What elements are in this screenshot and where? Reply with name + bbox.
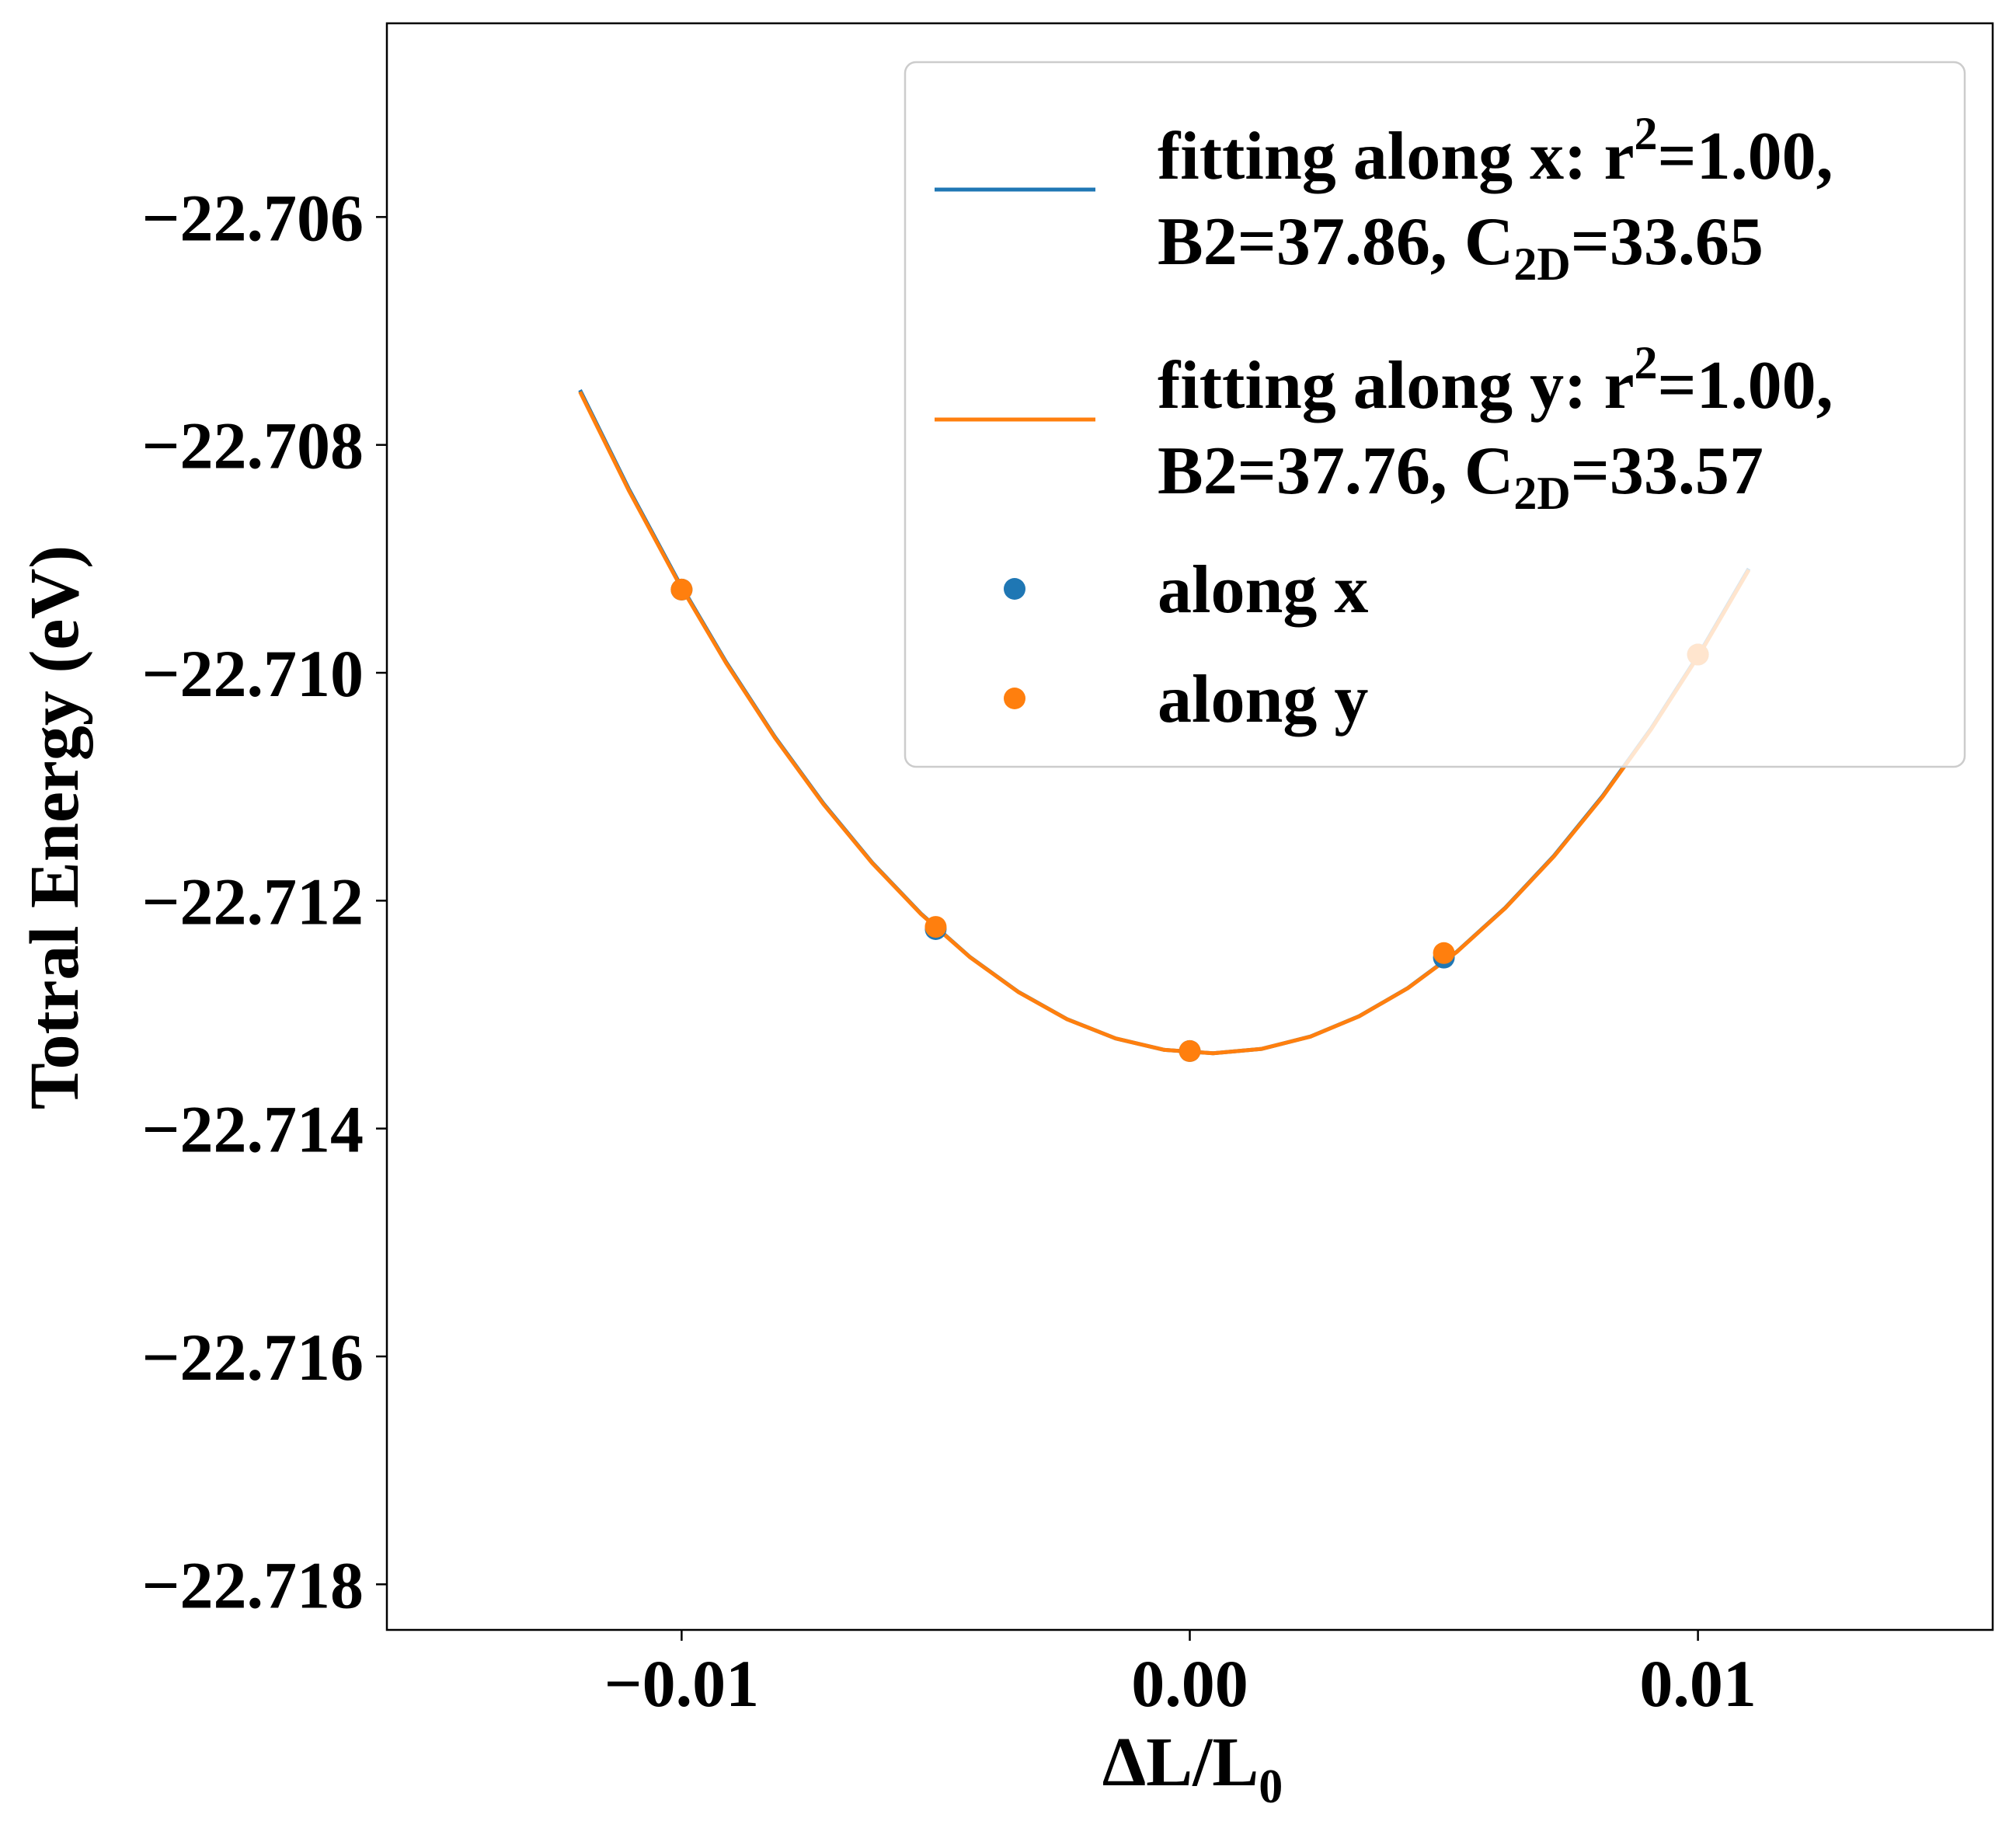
y-tick-label: −22.708 (141, 409, 364, 483)
y-tick-label: −22.718 (141, 1548, 364, 1622)
data-point-along-y (924, 916, 947, 938)
legend-entry-y-fit-line1: fitting along y: r2=1.00, (1158, 337, 1833, 423)
y-tick-label: −22.710 (141, 636, 364, 711)
x-tick-label: 0.00 (1131, 1646, 1248, 1721)
x-tick-label: 0.01 (1639, 1646, 1757, 1721)
fit-curves-layer (578, 388, 1751, 1056)
x-tick-label: −0.01 (604, 1646, 760, 1721)
x-axis-label: ΔL/L0 (1102, 1724, 1283, 1813)
legend-superscript: 2 (1635, 337, 1658, 388)
legend-box (904, 61, 1966, 768)
x-axis-label-main: ΔL/L (1102, 1724, 1259, 1801)
data-point-along-y (1433, 942, 1455, 964)
y-axis-label: Totral Energy (eV) (16, 545, 93, 1110)
legend-text: B2=37.76, C (1158, 433, 1513, 509)
legend-text: fitting along x: r (1158, 119, 1635, 194)
legend-text: fitting along y: r (1158, 348, 1635, 423)
legend-entry-y-fit-line2: B2=37.76, C2D=33.57 (1158, 433, 1764, 519)
legend-entry-x-fit-line2: B2=37.86, C2D=33.65 (1158, 204, 1764, 290)
y-tick-label: −22.712 (141, 864, 364, 938)
legend-superscript: 2 (1635, 108, 1658, 159)
legend-entry-x-fit-line1: fitting along x: r2=1.00, (1158, 108, 1833, 194)
legend-text: =1.00, (1658, 348, 1833, 423)
y-ticks-layer: −22.706 −22.708 −22.710 −22.712 −22.714 −22.7… (141, 180, 387, 1622)
x-axis-label-subscript: 0 (1259, 1760, 1283, 1813)
fit-curve-along-y (578, 391, 1751, 1056)
x-ticks-layer: −0.01 0.00 0.01 (604, 1630, 1757, 1721)
legend-marker-along-y (1004, 688, 1025, 709)
legend-marker-along-x (1004, 578, 1025, 600)
legend-text: B2=37.86, C (1158, 204, 1513, 280)
y-tick-label: −22.716 (141, 1320, 364, 1395)
legend: fitting along x: r2=1.00, B2=37.86, C2D=… (904, 61, 1966, 768)
legend-text: =33.65 (1571, 204, 1764, 280)
data-point-along-y (1179, 1039, 1201, 1062)
legend-entry-along-x: along x (1158, 552, 1368, 628)
legend-text: =33.57 (1571, 433, 1764, 509)
data-point-along-y (670, 578, 693, 601)
legend-text: =1.00, (1658, 119, 1833, 194)
legend-entry-along-y: along y (1158, 662, 1368, 737)
y-tick-label: −22.714 (141, 1092, 364, 1167)
legend-subscript: 2D (1513, 239, 1570, 290)
legend-subscript: 2D (1513, 468, 1570, 519)
y-tick-label: −22.706 (141, 180, 364, 255)
